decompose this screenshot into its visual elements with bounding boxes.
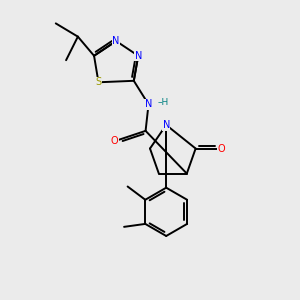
Text: O: O [111, 136, 118, 146]
Text: –H: –H [158, 98, 169, 107]
Text: N: N [163, 120, 170, 130]
Text: S: S [95, 77, 101, 87]
Text: O: O [218, 143, 225, 154]
Text: N: N [112, 36, 120, 46]
Text: N: N [134, 51, 142, 61]
Text: N: N [145, 99, 152, 110]
